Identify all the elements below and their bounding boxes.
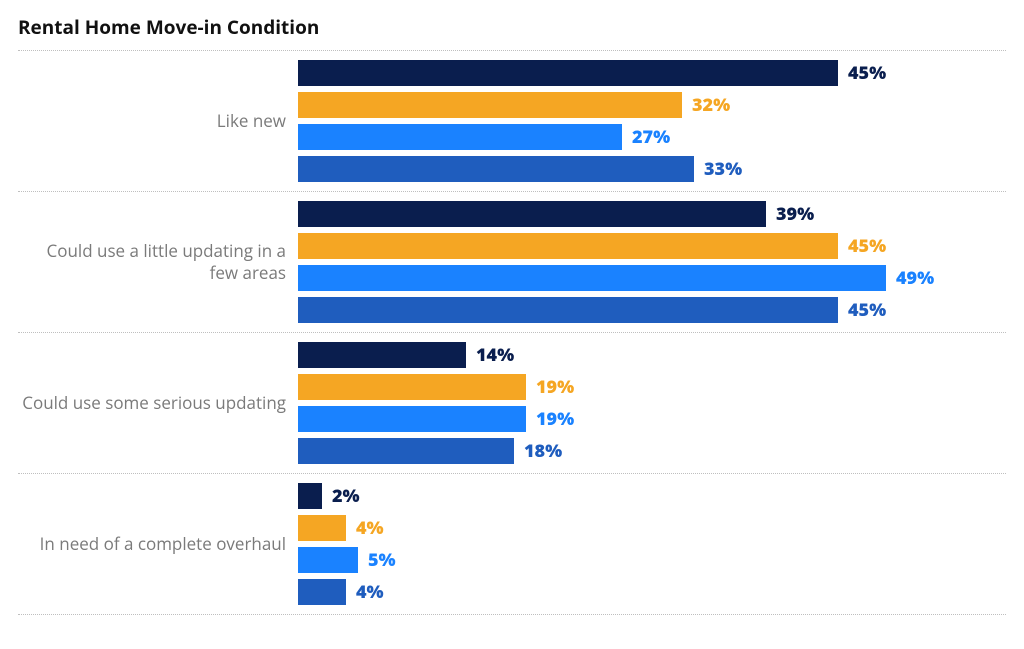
bar-value-label: 49% (886, 266, 934, 290)
category-label: Could use some serious updating (18, 392, 298, 414)
bars-column: 14% 19% 19% 18% (298, 333, 1006, 473)
bar (298, 201, 766, 227)
category-label: In need of a complete overhaul (18, 533, 298, 555)
bar-value-label: 45% (838, 234, 886, 258)
bar-row: 19% (298, 374, 1006, 400)
category-row: Could use a little updating in a few are… (18, 192, 1006, 332)
bar-row: 5% (298, 547, 1006, 573)
bar (298, 92, 682, 118)
bar-value-label: 4% (346, 580, 384, 604)
bar (298, 438, 514, 464)
bar-row: 19% (298, 406, 1006, 432)
bar-row: 49% (298, 265, 1006, 291)
bar-value-label: 14% (466, 343, 514, 367)
bar-value-label: 45% (838, 298, 886, 322)
category-label: Like new (18, 110, 298, 132)
bar (298, 124, 622, 150)
bar-value-label: 33% (694, 157, 742, 181)
bar-value-label: 32% (682, 93, 730, 117)
bar-value-label: 19% (526, 407, 574, 431)
bar (298, 483, 322, 509)
bar (298, 406, 526, 432)
category-row: Like new 45% 32% 27% 33% (18, 51, 1006, 191)
bar-value-label: 5% (358, 548, 396, 572)
bars-column: 45% 32% 27% 33% (298, 51, 1006, 191)
bar (298, 579, 346, 605)
bar (298, 374, 526, 400)
bar-row: 18% (298, 438, 1006, 464)
bar (298, 297, 838, 323)
bar (298, 515, 346, 541)
chart-container: Rental Home Move-in Condition Like new45… (0, 0, 1024, 649)
bar-value-label: 19% (526, 375, 574, 399)
bar-row: 39% (298, 201, 1006, 227)
bar-row: 45% (298, 60, 1006, 86)
bar-value-label: 39% (766, 202, 814, 226)
chart-body: Like new 45% 32% 27% 33% Could use a little u… (18, 50, 1006, 615)
category-row: Could use some serious updating 14% 19% 19%… (18, 333, 1006, 473)
bar-value-label: 18% (514, 439, 562, 463)
category-separator (18, 614, 1006, 615)
bar (298, 265, 886, 291)
bar-value-label: 27% (622, 125, 670, 149)
bar-row: 27% (298, 124, 1006, 150)
bar-value-label: 4% (346, 516, 384, 540)
bar (298, 156, 694, 182)
bar (298, 60, 838, 86)
bar-row: 4% (298, 579, 1006, 605)
bars-column: 2% 4% 5% 4% (298, 474, 1006, 614)
bars-column: 39% 45%49%45% (298, 192, 1006, 332)
bar-row: 45% (298, 233, 1006, 259)
bar (298, 547, 358, 573)
bar-row: 33% (298, 156, 1006, 182)
chart-title: Rental Home Move-in Condition (18, 14, 1006, 40)
bar-row: 4% (298, 515, 1006, 541)
bar-row: 32% (298, 92, 1006, 118)
bar-row: 14% (298, 342, 1006, 368)
bar-row: 2% (298, 483, 1006, 509)
bar-row: 45% (298, 297, 1006, 323)
bar-value-label: 45% (838, 61, 886, 85)
bar-value-label: 2% (322, 484, 360, 508)
category-row: In need of a complete overhaul 2% 4% 5% 4% (18, 474, 1006, 614)
bar (298, 342, 466, 368)
bar (298, 233, 838, 259)
category-label: Could use a little updating in a few are… (18, 240, 298, 284)
